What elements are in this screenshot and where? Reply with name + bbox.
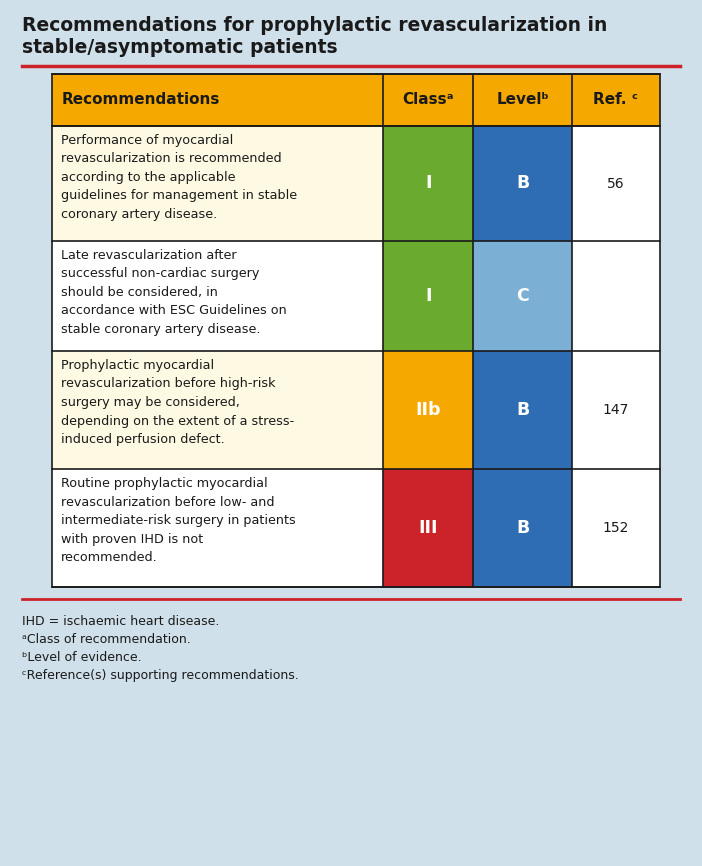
Text: B: B	[516, 175, 529, 192]
Bar	[572, 126, 660, 241]
Bar	[383, 351, 473, 469]
Text: Levelᵇ: Levelᵇ	[496, 93, 549, 107]
Bar	[473, 241, 572, 351]
Text: I: I	[425, 287, 432, 305]
Bar	[52, 351, 383, 469]
Bar	[383, 241, 473, 351]
Text: III: III	[418, 519, 438, 537]
Text: IIb: IIb	[416, 401, 441, 419]
Bar	[52, 469, 383, 587]
Text: stable/asymptomatic patients: stable/asymptomatic patients	[22, 38, 338, 57]
Bar	[383, 126, 473, 241]
Bar	[52, 241, 383, 351]
Text: C: C	[516, 287, 529, 305]
Bar	[52, 74, 660, 126]
Bar	[383, 469, 473, 587]
Text: ᵃClass of recommendation.: ᵃClass of recommendation.	[22, 633, 191, 646]
Text: B: B	[516, 519, 529, 537]
Text: Ref. ᶜ: Ref. ᶜ	[593, 93, 638, 107]
Text: Classᵃ: Classᵃ	[403, 93, 454, 107]
Text: Performance of myocardial
revascularization is recommended
according to the appl: Performance of myocardial revascularizat…	[61, 134, 297, 221]
Bar	[52, 74, 660, 587]
Text: IHD = ischaemic heart disease.: IHD = ischaemic heart disease.	[22, 615, 219, 628]
Text: ᵇLevel of evidence.: ᵇLevel of evidence.	[22, 651, 142, 664]
Text: Recommendations: Recommendations	[62, 93, 220, 107]
Text: Late revascularization after
successful non-cardiac surgery
should be considered: Late revascularization after successful …	[61, 249, 286, 336]
Bar	[52, 74, 660, 587]
Bar	[572, 469, 660, 587]
Bar	[52, 126, 383, 241]
Text: Recommendations for prophylactic revascularization in: Recommendations for prophylactic revascu…	[22, 16, 607, 35]
Bar	[473, 351, 572, 469]
Text: Routine prophylactic myocardial
revascularization before low- and
intermediate-r: Routine prophylactic myocardial revascul…	[61, 477, 296, 564]
Text: B: B	[516, 401, 529, 419]
Text: Prophylactic myocardial
revascularization before high-risk
surgery may be consid: Prophylactic myocardial revascularizatio…	[61, 359, 294, 446]
Bar	[572, 241, 660, 351]
Text: 56: 56	[607, 177, 625, 191]
Bar	[572, 351, 660, 469]
Text: 147: 147	[603, 403, 629, 417]
Text: 152: 152	[603, 521, 629, 535]
Text: I: I	[425, 175, 432, 192]
Text: ᶜReference(s) supporting recommendations.: ᶜReference(s) supporting recommendations…	[22, 669, 299, 682]
Bar	[473, 126, 572, 241]
Bar	[473, 469, 572, 587]
